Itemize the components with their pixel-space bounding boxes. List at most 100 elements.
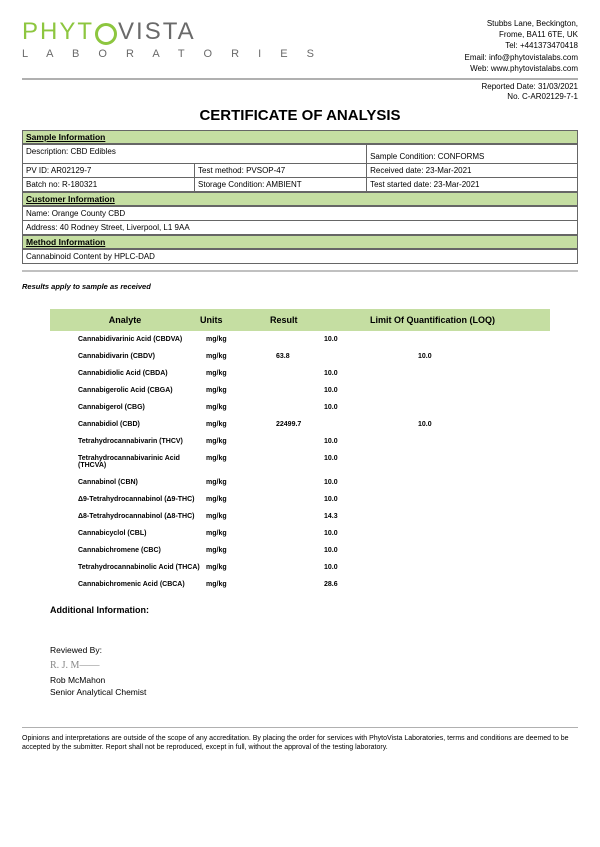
additional-info-label: Additional Information: [50, 605, 578, 615]
analyte-units: mg/kg [200, 336, 270, 343]
analyte-row: Δ9-Tetrahydrocannabinol (Δ9-THC)mg/kg 10.… [50, 491, 550, 508]
analyte-row: Cannabigerol (CBG)mg/kg 10.0 [50, 399, 550, 416]
analyte-row: Tetrahydrocannabivarin (THCV)mg/kg 10.0 [50, 433, 550, 450]
page-title: CERTIFICATE OF ANALYSIS [22, 107, 578, 124]
analyte-units: mg/kg [200, 387, 270, 394]
test-started: Test started date: 23-Mar-2021 [367, 178, 578, 192]
analyte-result: 10.0 [270, 404, 370, 411]
analyte-name: Cannabinol (CBN) [50, 479, 200, 486]
analyte-result: 10.0 [270, 336, 370, 343]
analyte-name: Cannabidiol (CBD) [50, 421, 200, 428]
analyte-name: Cannabidivarin (CBDV) [50, 353, 200, 360]
analyte-row: Cannabigerolic Acid (CBGA)mg/kg 10.0 [50, 382, 550, 399]
sample-desc: Description: CBD Edibles [23, 144, 367, 164]
col-header-units: Units [200, 315, 270, 325]
customer-address: Address: 40 Rodney Street, Liverpool, L1… [23, 221, 578, 235]
logo-text-1: PHYT [22, 18, 94, 46]
analyte-row: Cannabicyclol (CBL)mg/kg 10.0 [50, 525, 550, 542]
storage-condition: Storage Condition: AMBIENT [195, 178, 367, 192]
analyte-row: Cannabichromenic Acid (CBCA)mg/kg28.6 [50, 576, 550, 593]
signature: R. J. M—— [50, 659, 578, 673]
analyte-units: mg/kg [200, 513, 270, 520]
section-customer-info: Customer Information [22, 192, 578, 206]
analyte-result: 10.0 [270, 370, 370, 377]
analyte-loq: 10.0 [276, 547, 324, 554]
analyte-row: Cannabichromene (CBC)mg/kg10.0 [50, 542, 550, 559]
analyte-units: mg/kg [200, 455, 270, 469]
logo-wordmark: PHYTVISTA [22, 18, 322, 46]
analyte-row: Cannabidiolic Acid (CBDA)mg/kg10.0 [50, 365, 550, 382]
analyte-result: 22499.7 [270, 421, 370, 428]
analyte-loq: 28.6 [276, 581, 324, 588]
analyte-row: Cannabidiol (CBD)mg/kg22499.710.0 [50, 416, 550, 433]
disclaimer: Opinions and interpretations are outside… [22, 734, 578, 752]
analyte-name: Δ8-Tetrahydrocannabinol (Δ8-THC) [50, 513, 200, 520]
reviewer-name: Rob McMahon [50, 675, 578, 687]
analyte-result: 10.0 [270, 455, 370, 469]
analyte-loq: 10.0 [276, 404, 324, 411]
analyte-units: mg/kg [200, 547, 270, 554]
analyte-name: Cannabigerolic Acid (CBGA) [50, 387, 200, 394]
analyte-loq: 10.0 [276, 455, 324, 462]
reviewed-block: Reviewed By: R. J. M—— Rob McMahon Senio… [50, 645, 578, 699]
analyte-units: mg/kg [200, 404, 270, 411]
analyte-result: 10.0 [270, 530, 370, 537]
analyte-units: mg/kg [200, 530, 270, 537]
analyte-loq: 10.0 [276, 564, 324, 571]
analyte-loq: 10.0 [276, 496, 324, 503]
section-sample-info: Sample Information [22, 130, 578, 144]
section-method-info: Method Information [22, 235, 578, 249]
analyte-name: Δ9-Tetrahydrocannabinol (Δ9-THC) [50, 496, 200, 503]
analyte-name: Cannabichromenic Acid (CBCA) [50, 581, 200, 588]
analyte-header-row: Analyte Units Result Limit Of Quantifica… [50, 309, 550, 331]
analyte-units: mg/kg [200, 353, 270, 360]
analyte-result: 10.0 [270, 387, 370, 394]
divider [22, 270, 578, 272]
analyte-name: Tetrahydrocannabivarin (THCV) [50, 438, 200, 445]
reviewed-label: Reviewed By: [50, 645, 578, 657]
analyte-loq: 14.3 [276, 513, 324, 520]
analyte-loq: 10.0 [276, 387, 324, 394]
analyte-loq: 10.0 [276, 530, 324, 537]
contact-email: Email: info@phytovistalabs.com [465, 52, 579, 63]
analyte-table: Analyte Units Result Limit Of Quantifica… [22, 309, 578, 593]
analyte-units: mg/kg [200, 438, 270, 445]
analyte-units: mg/kg [200, 564, 270, 571]
analyte-units: mg/kg [200, 496, 270, 503]
analyte-row: Cannabidivarin (CBDV)mg/kg63.810.0 [50, 348, 550, 365]
divider [22, 78, 578, 80]
analyte-name: Cannabigerol (CBG) [50, 404, 200, 411]
analyte-row: Cannabidivarinic Acid (CBDVA)mg/kg10.0 [50, 331, 550, 348]
analyte-name: Cannabicyclol (CBL) [50, 530, 200, 537]
analyte-loq: 10.0 [276, 479, 324, 486]
contact-addr1: Stubbs Lane, Beckington, [465, 18, 579, 29]
analyte-row: Tetrahydrocannabinolic Acid (THCA)mg/kg 1… [50, 559, 550, 576]
header: PHYTVISTA L A B O R A T O R I E S Stubbs… [22, 18, 578, 74]
test-method: Test method: PVSOP-47 [195, 164, 367, 178]
analyte-loq: 10.0 [276, 438, 324, 445]
col-header-loq: Limit Of Quantification (LOQ) [370, 315, 550, 325]
method-info-table: Cannabinoid Content by HPLC-DAD [22, 249, 578, 264]
report-no: No. C-AR02129-7-1 [22, 92, 578, 102]
contact-addr2: Frome, BA11 6TE, UK [465, 29, 579, 40]
analyte-result: 10.0 [270, 438, 370, 445]
analyte-loq: 10.0 [370, 353, 550, 360]
analyte-loq: 10.0 [370, 421, 550, 428]
sample-info-table: Description: CBD Edibles Sample Conditio… [22, 144, 578, 193]
contact-web: Web: www.phytovistalabs.com [465, 63, 579, 74]
analyte-loq: 10.0 [276, 336, 324, 343]
customer-info-table: Name: Orange County CBD Address: 40 Rodn… [22, 206, 578, 235]
analyte-loq: 10.0 [276, 370, 324, 377]
customer-name: Name: Orange County CBD [23, 207, 578, 221]
logo-subtext: L A B O R A T O R I E S [22, 48, 322, 60]
contact-tel: Tel: +441373470418 [465, 40, 579, 51]
analyte-result: 10.0 [270, 479, 370, 486]
divider [22, 727, 578, 728]
analyte-result: 10.0 [270, 547, 370, 554]
reviewer-title: Senior Analytical Chemist [50, 687, 578, 699]
col-header-analyte: Analyte [50, 315, 200, 325]
analyte-row: Cannabinol (CBN)mg/kg10.0 [50, 474, 550, 491]
batch-no: Batch no: R-180321 [23, 178, 195, 192]
method-content: Cannabinoid Content by HPLC-DAD [23, 250, 578, 264]
analyte-name: Tetrahydrocannabinolic Acid (THCA) [50, 564, 200, 571]
